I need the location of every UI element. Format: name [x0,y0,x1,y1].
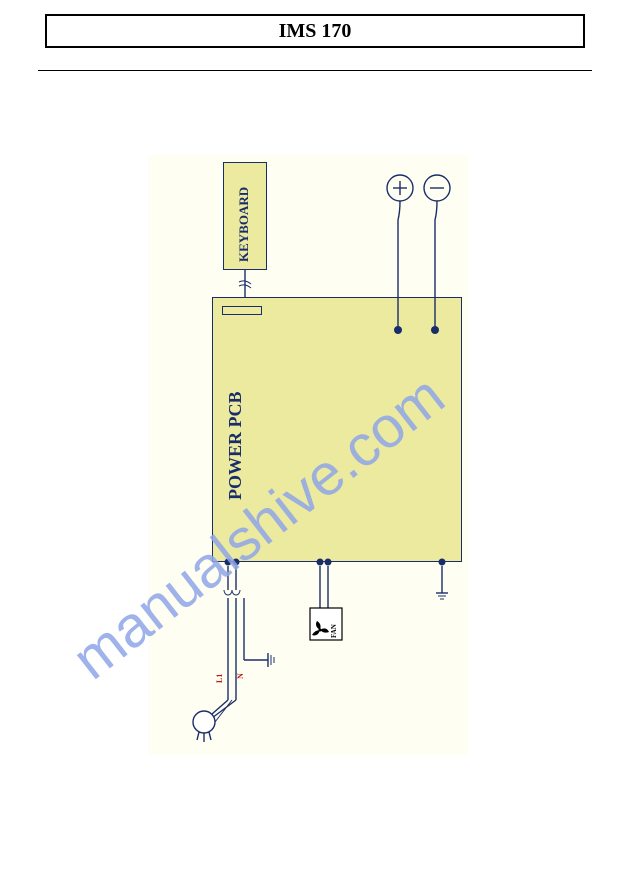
fan-label: FAN [330,612,338,638]
diagram-wires [0,0,629,893]
plug-icon [193,711,215,733]
mains-n-label: N [236,665,245,679]
mains-l1-label: L1 [215,665,224,683]
